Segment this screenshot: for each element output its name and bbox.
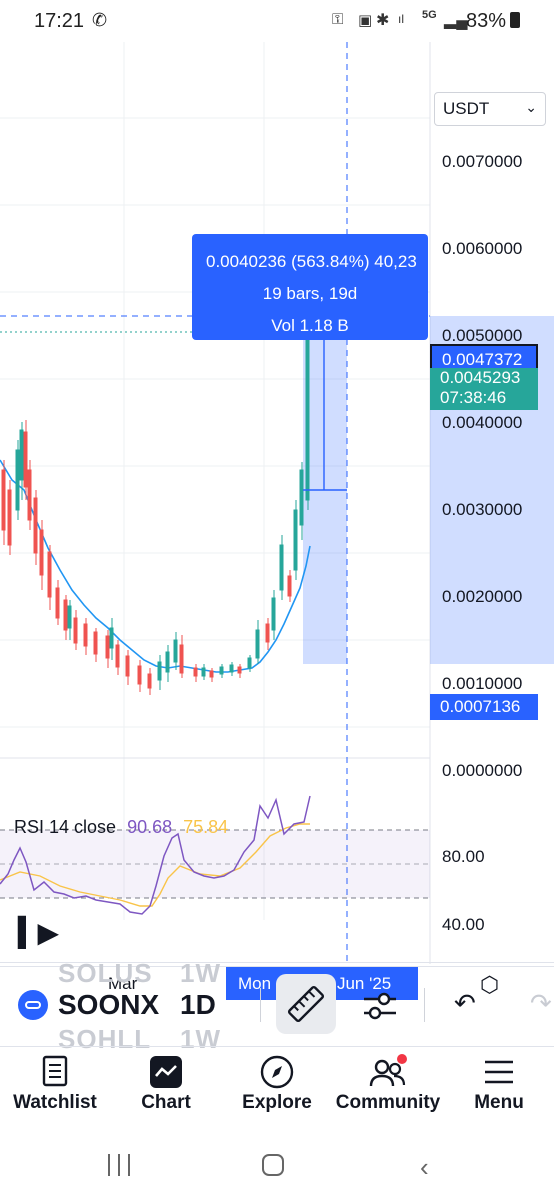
system-nav-bar: ‹ <box>0 1130 554 1200</box>
moving-average-line <box>0 459 311 673</box>
lock-icon: ▣ <box>358 12 373 29</box>
rsi-axis-label: 80.00 <box>442 847 485 866</box>
crosshair-day: Mon <box>238 974 272 993</box>
price-label: 0.0070000 <box>442 152 523 171</box>
rsi-legend[interactable]: RSI 14 close 90.68 75.84 <box>14 817 228 838</box>
settings-sliders-icon <box>364 992 396 1020</box>
nav-label: Menu <box>474 1092 524 1113</box>
whatsapp-icon: ✆ <box>92 10 108 30</box>
ruler-icon <box>287 985 325 1023</box>
rsi-band <box>0 830 430 898</box>
last-price-tag: 0.0045293 07:38:46 <box>430 368 538 410</box>
measure-volume: Vol 1.18 B <box>271 316 349 335</box>
nav-label: Chart <box>141 1092 191 1113</box>
grid-lines <box>0 42 430 920</box>
network-type: 5G <box>422 9 437 21</box>
symbol-name[interactable]: SOONX <box>58 989 160 1020</box>
price-label: 0.0020000 <box>442 587 523 606</box>
battery-level: 83% <box>466 10 507 32</box>
interval-select[interactable]: 1D <box>180 989 216 1020</box>
symbol-toolbar <box>0 966 554 1047</box>
status-bar: 17:21 ✆ ⚿ ▣ ✱ ıl 5G ▂▄ 83% <box>0 0 554 42</box>
nav-label: Watchlist <box>13 1092 97 1113</box>
symbol-ghost-top: SOLUS <box>58 958 153 988</box>
battery-icon <box>510 12 520 28</box>
tradingview-logo: ▍▶ <box>18 917 59 948</box>
bottom-nav <box>0 1046 554 1131</box>
nav-label: Explore <box>242 1092 312 1113</box>
currency-select[interactable]: USDT ⌄ <box>434 92 546 126</box>
status-time: 17:21 <box>34 10 85 32</box>
rsi-ma-line <box>0 823 310 907</box>
compass-icon <box>259 1052 295 1089</box>
month-label: Mar <box>108 974 138 993</box>
nav-menu[interactable]: Menu <box>444 1052 554 1114</box>
redo-icon[interactable]: ↷ <box>530 988 552 1018</box>
price-label: 0.0060000 <box>442 239 523 258</box>
price-label: 0.0050000 <box>442 326 523 345</box>
currency-value: USDT <box>443 99 490 118</box>
price-label: 0.0000000 <box>442 761 523 780</box>
rsi-title: RSI 14 close <box>14 817 117 837</box>
ruler-button[interactable] <box>276 974 336 1034</box>
undo-icon[interactable]: ↶ <box>454 988 476 1018</box>
menu-icon <box>483 1052 515 1088</box>
rsi-ma-value: 75.84 <box>183 817 229 837</box>
measure-change: 0.0040236 (563.84%) 40,23 <box>206 252 417 271</box>
measure-tooltip: 0.0040236 (563.84%) 40,23 19 bars, 19d V… <box>192 234 428 340</box>
chart-area[interactable]: ▍▶ USDT ⌄ 0.0070000 0.0060000 0.0050000 … <box>0 42 554 1000</box>
interval-ghost-top: 1W <box>180 958 221 988</box>
interval-ghost-bottom: 1W <box>180 1024 221 1054</box>
back-icon[interactable]: ‹ <box>420 1152 429 1182</box>
chart-canvas[interactable] <box>0 42 554 964</box>
measure-bars: 19 bars, 19d <box>262 284 358 303</box>
last-price: 0.0045293 <box>440 368 521 387</box>
nav-watchlist[interactable]: Watchlist <box>0 1052 110 1114</box>
chevron-down-icon: ⌄ <box>525 99 537 115</box>
measure-bottom-tag: 0.0007136 <box>430 694 538 720</box>
nav-community[interactable]: Community <box>333 1052 443 1114</box>
symbol-ghost-bottom: SOHLL <box>58 1024 152 1054</box>
settings-gear-icon[interactable]: ⬡ <box>480 972 500 997</box>
nav-label: Community <box>335 1092 441 1113</box>
signal-icon: ▂▄ <box>444 12 468 29</box>
recents-icon[interactable] <box>106 1154 132 1176</box>
nav-chart[interactable]: Chart <box>111 1052 221 1114</box>
home-icon[interactable] <box>262 1154 284 1176</box>
settings-sliders-button[interactable] <box>362 988 398 1029</box>
countdown: 07:38:46 <box>440 388 507 407</box>
date-axis[interactable] <box>0 962 430 1007</box>
symbol-logo-icon <box>18 990 48 1020</box>
community-icon <box>368 1052 408 1088</box>
candles <box>1 318 310 695</box>
price-label: 0.0030000 <box>442 500 523 519</box>
key-icon: ⚿ <box>332 11 344 28</box>
watchlist-icon <box>42 1052 68 1088</box>
price-label: 0.0040000 <box>442 413 523 432</box>
rsi-line <box>0 795 311 915</box>
rsi-axis-label: 40.00 <box>442 915 485 934</box>
rsi-value: 90.68 <box>127 817 173 837</box>
nav-explore[interactable]: Explore <box>222 1052 332 1114</box>
signal-r-icon: ıl <box>398 12 404 26</box>
price-label: 0.0010000 <box>442 674 523 693</box>
bluetooth-icon: ✱ <box>376 12 390 29</box>
chart-icon <box>149 1052 183 1089</box>
